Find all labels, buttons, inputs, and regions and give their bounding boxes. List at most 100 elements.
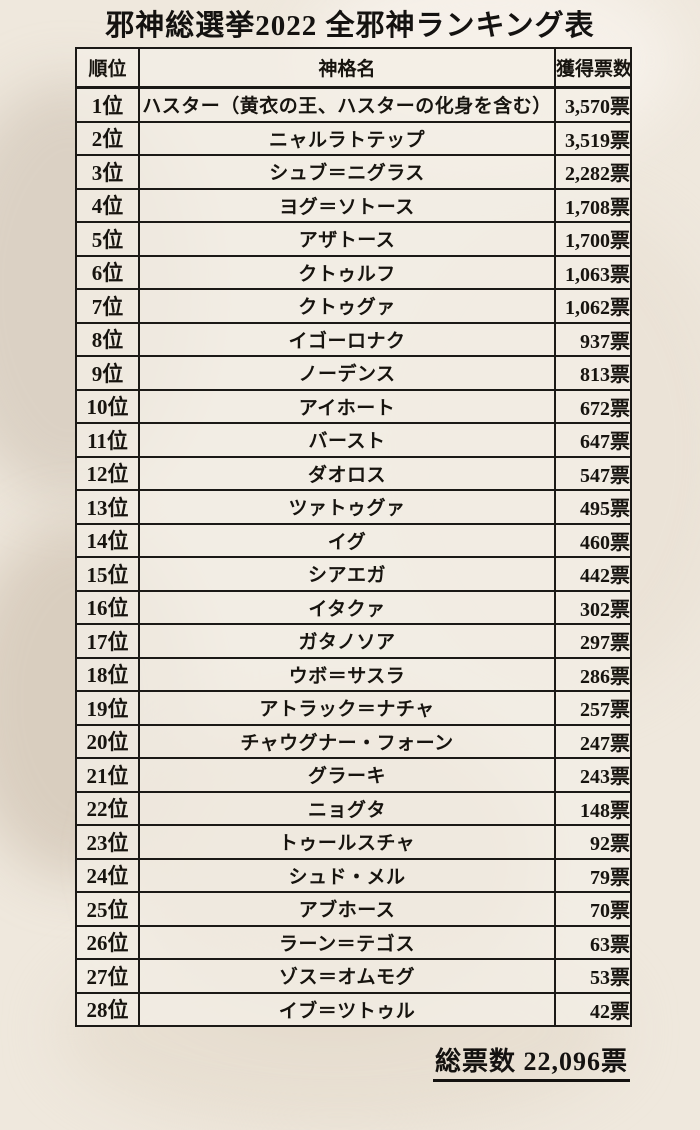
rank-cell: 25位 <box>75 891 140 927</box>
table-row: 4位 ヨグ＝ソトース 1,708票 <box>75 187 632 223</box>
votes-cell: 42票 <box>554 991 632 1027</box>
rank-cell: 16位 <box>75 589 140 625</box>
votes-cell: 302票 <box>554 589 632 625</box>
deity-name-cell: ガタノソア <box>138 623 556 659</box>
table-row: 12位 ダオロス 547票 <box>75 455 632 491</box>
rank-cell: 1位 <box>75 86 140 123</box>
rank-cell: 13位 <box>75 489 140 525</box>
table-row: 19位 アトラック＝ナチャ 257票 <box>75 690 632 726</box>
table-row: 17位 ガタノソア 297票 <box>75 623 632 659</box>
table-row: 28位 イブ＝ツトゥル 42票 <box>75 991 632 1027</box>
rank-cell: 14位 <box>75 522 140 558</box>
table-row: 7位 クトゥグァ 1,062票 <box>75 288 632 324</box>
table-row: 18位 ウボ＝サスラ 286票 <box>75 656 632 692</box>
deity-name-cell: ゾス＝オムモグ <box>138 958 556 994</box>
deity-name-cell: トゥールスチャ <box>138 824 556 860</box>
table-row: 13位 ツァトゥグァ 495票 <box>75 489 632 525</box>
rank-cell: 11位 <box>75 422 140 458</box>
deity-name-cell: シアエガ <box>138 556 556 592</box>
rank-cell: 27位 <box>75 958 140 994</box>
table-row: 26位 ラーン＝テゴス 63票 <box>75 924 632 960</box>
table-row: 11位 バースト 647票 <box>75 422 632 458</box>
votes-cell: 79票 <box>554 857 632 893</box>
rank-cell: 21位 <box>75 757 140 793</box>
votes-cell: 672票 <box>554 388 632 424</box>
votes-cell: 3,519票 <box>554 120 632 156</box>
votes-cell: 1,700票 <box>554 221 632 257</box>
ranking-table: 順位 神格名 獲得票数 1位 ハスター（黄衣の王、ハスターの化身を含む） 3,570… <box>75 47 632 1027</box>
votes-cell: 297票 <box>554 623 632 659</box>
deity-name-cell: アザトース <box>138 221 556 257</box>
rank-cell: 28位 <box>75 991 140 1027</box>
deity-name-cell: シュド・メル <box>138 857 556 893</box>
deity-name-cell: ニャルラトテップ <box>138 120 556 156</box>
rank-cell: 18位 <box>75 656 140 692</box>
rank-cell: 8位 <box>75 321 140 357</box>
deity-name-cell: クトゥルフ <box>138 254 556 290</box>
deity-name-cell: グラーキ <box>138 757 556 793</box>
deity-name-cell: イゴーロナク <box>138 321 556 357</box>
votes-cell: 1,062票 <box>554 288 632 324</box>
rank-cell: 10位 <box>75 388 140 424</box>
rank-cell: 3位 <box>75 154 140 190</box>
votes-cell: 547票 <box>554 455 632 491</box>
table-row: 10位 アイホート 672票 <box>75 388 632 424</box>
votes-cell: 92票 <box>554 824 632 860</box>
votes-cell: 647票 <box>554 422 632 458</box>
votes-cell: 813票 <box>554 355 632 391</box>
deity-name-cell: ウボ＝サスラ <box>138 656 556 692</box>
table-row: 9位 ノーデンス 813票 <box>75 355 632 391</box>
table-row: 6位 クトゥルフ 1,063票 <box>75 254 632 290</box>
header-votes: 獲得票数 <box>554 47 632 89</box>
votes-cell: 70票 <box>554 891 632 927</box>
votes-cell: 257票 <box>554 690 632 726</box>
rank-cell: 4位 <box>75 187 140 223</box>
page: 邪神総選挙2022 全邪神ランキング表 順位 神格名 獲得票数 1位 ハスター（黄… <box>0 0 680 1130</box>
votes-cell: 243票 <box>554 757 632 793</box>
deity-name-cell: バースト <box>138 422 556 458</box>
rank-cell: 22位 <box>75 790 140 826</box>
deity-name-cell: ニョグタ <box>138 790 556 826</box>
deity-name-cell: ノーデンス <box>138 355 556 391</box>
deity-name-cell: ハスター（黄衣の王、ハスターの化身を含む） <box>138 86 556 123</box>
rank-cell: 2位 <box>75 120 140 156</box>
total-votes: 総票数 22,096票 <box>432 1041 630 1082</box>
deity-name-cell: ヨグ＝ソトース <box>138 187 556 223</box>
rank-cell: 23位 <box>75 824 140 860</box>
deity-name-cell: イブ＝ツトゥル <box>138 991 556 1027</box>
table-row: 14位 イグ 460票 <box>75 522 632 558</box>
table-row: 16位 イタクァ 302票 <box>75 589 632 625</box>
deity-name-cell: ラーン＝テゴス <box>138 924 556 960</box>
deity-name-cell: アブホース <box>138 891 556 927</box>
table-row: 22位 ニョグタ 148票 <box>75 790 632 826</box>
rank-cell: 9位 <box>75 355 140 391</box>
rank-cell: 5位 <box>75 221 140 257</box>
table-row: 1位 ハスター（黄衣の王、ハスターの化身を含む） 3,570票 <box>75 86 632 123</box>
ranking-table-body: 1位 ハスター（黄衣の王、ハスターの化身を含む） 3,570票 2位 ニャルラトテップ 3… <box>75 86 632 1027</box>
votes-cell: 1,063票 <box>554 254 632 290</box>
table-row: 24位 シュド・メル 79票 <box>75 857 632 893</box>
rank-cell: 12位 <box>75 455 140 491</box>
deity-name-cell: イタクァ <box>138 589 556 625</box>
votes-cell: 460票 <box>554 522 632 558</box>
deity-name-cell: シュブ＝ニグラス <box>138 154 556 190</box>
votes-cell: 442票 <box>554 556 632 592</box>
table-row: 20位 チャウグナー・フォーン 247票 <box>75 723 632 759</box>
votes-cell: 2,282票 <box>554 154 632 190</box>
votes-cell: 937票 <box>554 321 632 357</box>
votes-cell: 495票 <box>554 489 632 525</box>
votes-cell: 148票 <box>554 790 632 826</box>
rank-cell: 24位 <box>75 857 140 893</box>
votes-cell: 63票 <box>554 924 632 960</box>
votes-cell: 53票 <box>554 958 632 994</box>
votes-cell: 247票 <box>554 723 632 759</box>
table-row: 5位 アザトース 1,700票 <box>75 221 632 257</box>
header-deity-name: 神格名 <box>138 47 556 89</box>
votes-cell: 286票 <box>554 656 632 692</box>
deity-name-cell: アトラック＝ナチャ <box>138 690 556 726</box>
table-header-row: 順位 神格名 獲得票数 <box>75 47 632 89</box>
table-row: 27位 ゾス＝オムモグ 53票 <box>75 958 632 994</box>
deity-name-cell: アイホート <box>138 388 556 424</box>
rank-cell: 17位 <box>75 623 140 659</box>
table-row: 25位 アブホース 70票 <box>75 891 632 927</box>
